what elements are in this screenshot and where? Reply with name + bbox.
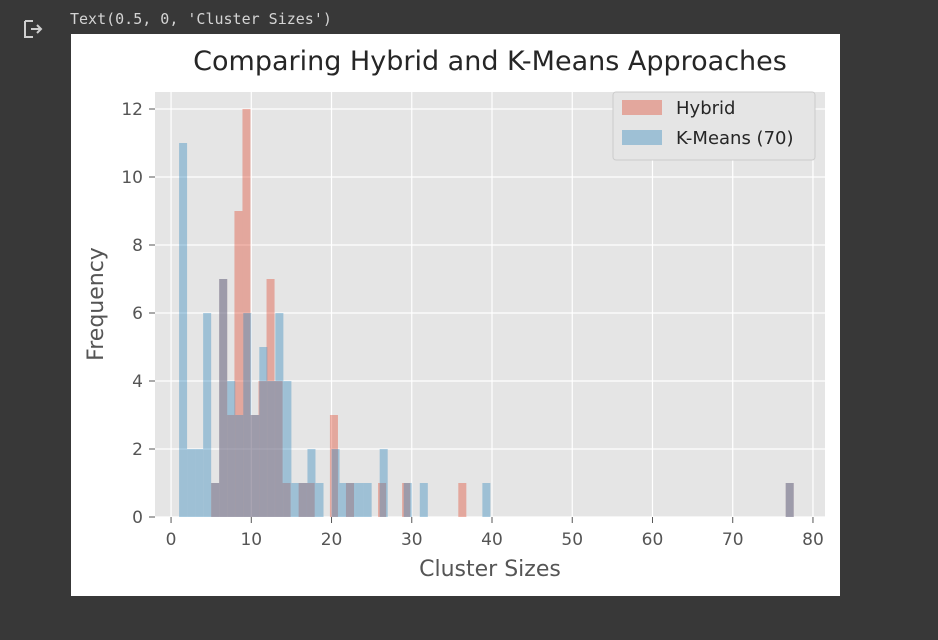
bar-hybrid: [458, 483, 467, 517]
y-tick-label: 8: [132, 236, 143, 256]
bar-k-means-70: [347, 483, 356, 517]
bar-k-means-70: [227, 381, 236, 517]
y-tick-label: 0: [132, 508, 143, 528]
bar-k-means-70: [331, 449, 340, 517]
bar-k-means-70: [339, 483, 348, 517]
bar-k-means-70: [211, 483, 220, 517]
bar-hybrid: [211, 483, 220, 517]
legend: Hybrid K-Means (70): [612, 91, 816, 161]
bar-hybrid: [219, 279, 228, 517]
bar-k-means-70: [251, 415, 260, 517]
bar-hybrid: [258, 381, 267, 517]
x-tick-label: 20: [321, 530, 343, 550]
bar-k-means-70: [267, 381, 276, 517]
bar-k-means-70: [187, 449, 196, 517]
bar-k-means-70: [315, 483, 324, 517]
legend-swatch-kmeans: [622, 130, 662, 145]
bar-k-means-70: [403, 483, 412, 517]
bar-k-means-70: [355, 483, 364, 517]
bar-hybrid: [227, 415, 235, 517]
bar-k-means-70: [203, 313, 212, 517]
bar-k-means-70: [235, 415, 244, 517]
x-axis-label: Cluster Sizes: [419, 557, 561, 582]
bar-k-means-70: [785, 483, 794, 517]
output-text: Text(0.5, 0, 'Cluster Sizes'): [70, 10, 332, 28]
bar-hybrid: [329, 415, 338, 517]
legend-label-kmeans: K-Means (70): [676, 128, 794, 149]
x-tick-label: 50: [561, 530, 583, 550]
bar-k-means-70: [243, 313, 252, 517]
bar-k-means-70: [195, 449, 204, 517]
plot-background: [155, 92, 825, 517]
x-tick-label: 80: [802, 530, 824, 550]
bar-k-means-70: [299, 483, 308, 517]
y-tick-label: 2: [132, 440, 143, 460]
histogram-chart: 0 10 20 30 40 50 60 70 80 0 2 4 6 8 10 12 Comparing Hyb…: [84, 46, 825, 582]
x-tick-label: 10: [240, 530, 262, 550]
bar-hybrid: [250, 415, 259, 517]
bar-hybrid: [234, 211, 243, 517]
bar-hybrid: [785, 483, 794, 517]
bar-k-means-70: [307, 449, 316, 517]
bar-hybrid: [345, 483, 354, 517]
bar-k-means-70: [363, 483, 372, 517]
y-tick-label: 6: [132, 304, 143, 324]
chart-title: Comparing Hybrid and K-Means Approaches: [193, 46, 787, 77]
x-tick-label: 30: [401, 530, 423, 550]
histogram-bars: [179, 109, 794, 517]
bar-hybrid: [298, 483, 307, 517]
legend-swatch-hybrid: [622, 100, 662, 115]
bar-k-means-70: [291, 483, 300, 517]
bar-hybrid: [378, 483, 387, 517]
y-axis-label: Frequency: [84, 247, 109, 361]
bar-k-means-70: [219, 279, 228, 517]
bar-k-means-70: [419, 483, 428, 517]
legend-label-hybrid: Hybrid: [676, 98, 735, 119]
bar-hybrid: [282, 483, 291, 517]
grid-lines: [155, 92, 825, 518]
x-tick-label: 0: [166, 530, 177, 550]
bar-hybrid: [266, 279, 275, 517]
bar-k-means-70: [283, 381, 292, 517]
x-tick-label: 60: [642, 530, 664, 550]
output-arrow-icon: [24, 20, 43, 38]
y-tick-label: 12: [121, 100, 143, 120]
y-tick-label: 4: [132, 372, 143, 392]
bar-k-means-70: [482, 483, 491, 517]
legend-frame: [612, 91, 816, 161]
bar-hybrid: [402, 483, 411, 517]
bar-hybrid: [306, 483, 315, 517]
chart-figure: 0 10 20 30 40 50 60 70 80 0 2 4 6 8 10 12 Comparing Hyb…: [71, 34, 840, 596]
bar-k-means-70: [179, 143, 188, 517]
bar-k-means-70: [379, 449, 388, 517]
bar-hybrid: [242, 109, 251, 517]
bar-hybrid: [274, 381, 283, 517]
x-tick-label: 40: [481, 530, 503, 550]
x-tick-label: 70: [722, 530, 744, 550]
axis-ticks: 0 10 20 30 40 50 60 70 80 0 2 4 6 8 10 12: [121, 100, 823, 550]
bar-k-means-70: [275, 313, 284, 517]
bar-k-means-70: [259, 347, 268, 517]
y-tick-label: 10: [121, 168, 143, 188]
